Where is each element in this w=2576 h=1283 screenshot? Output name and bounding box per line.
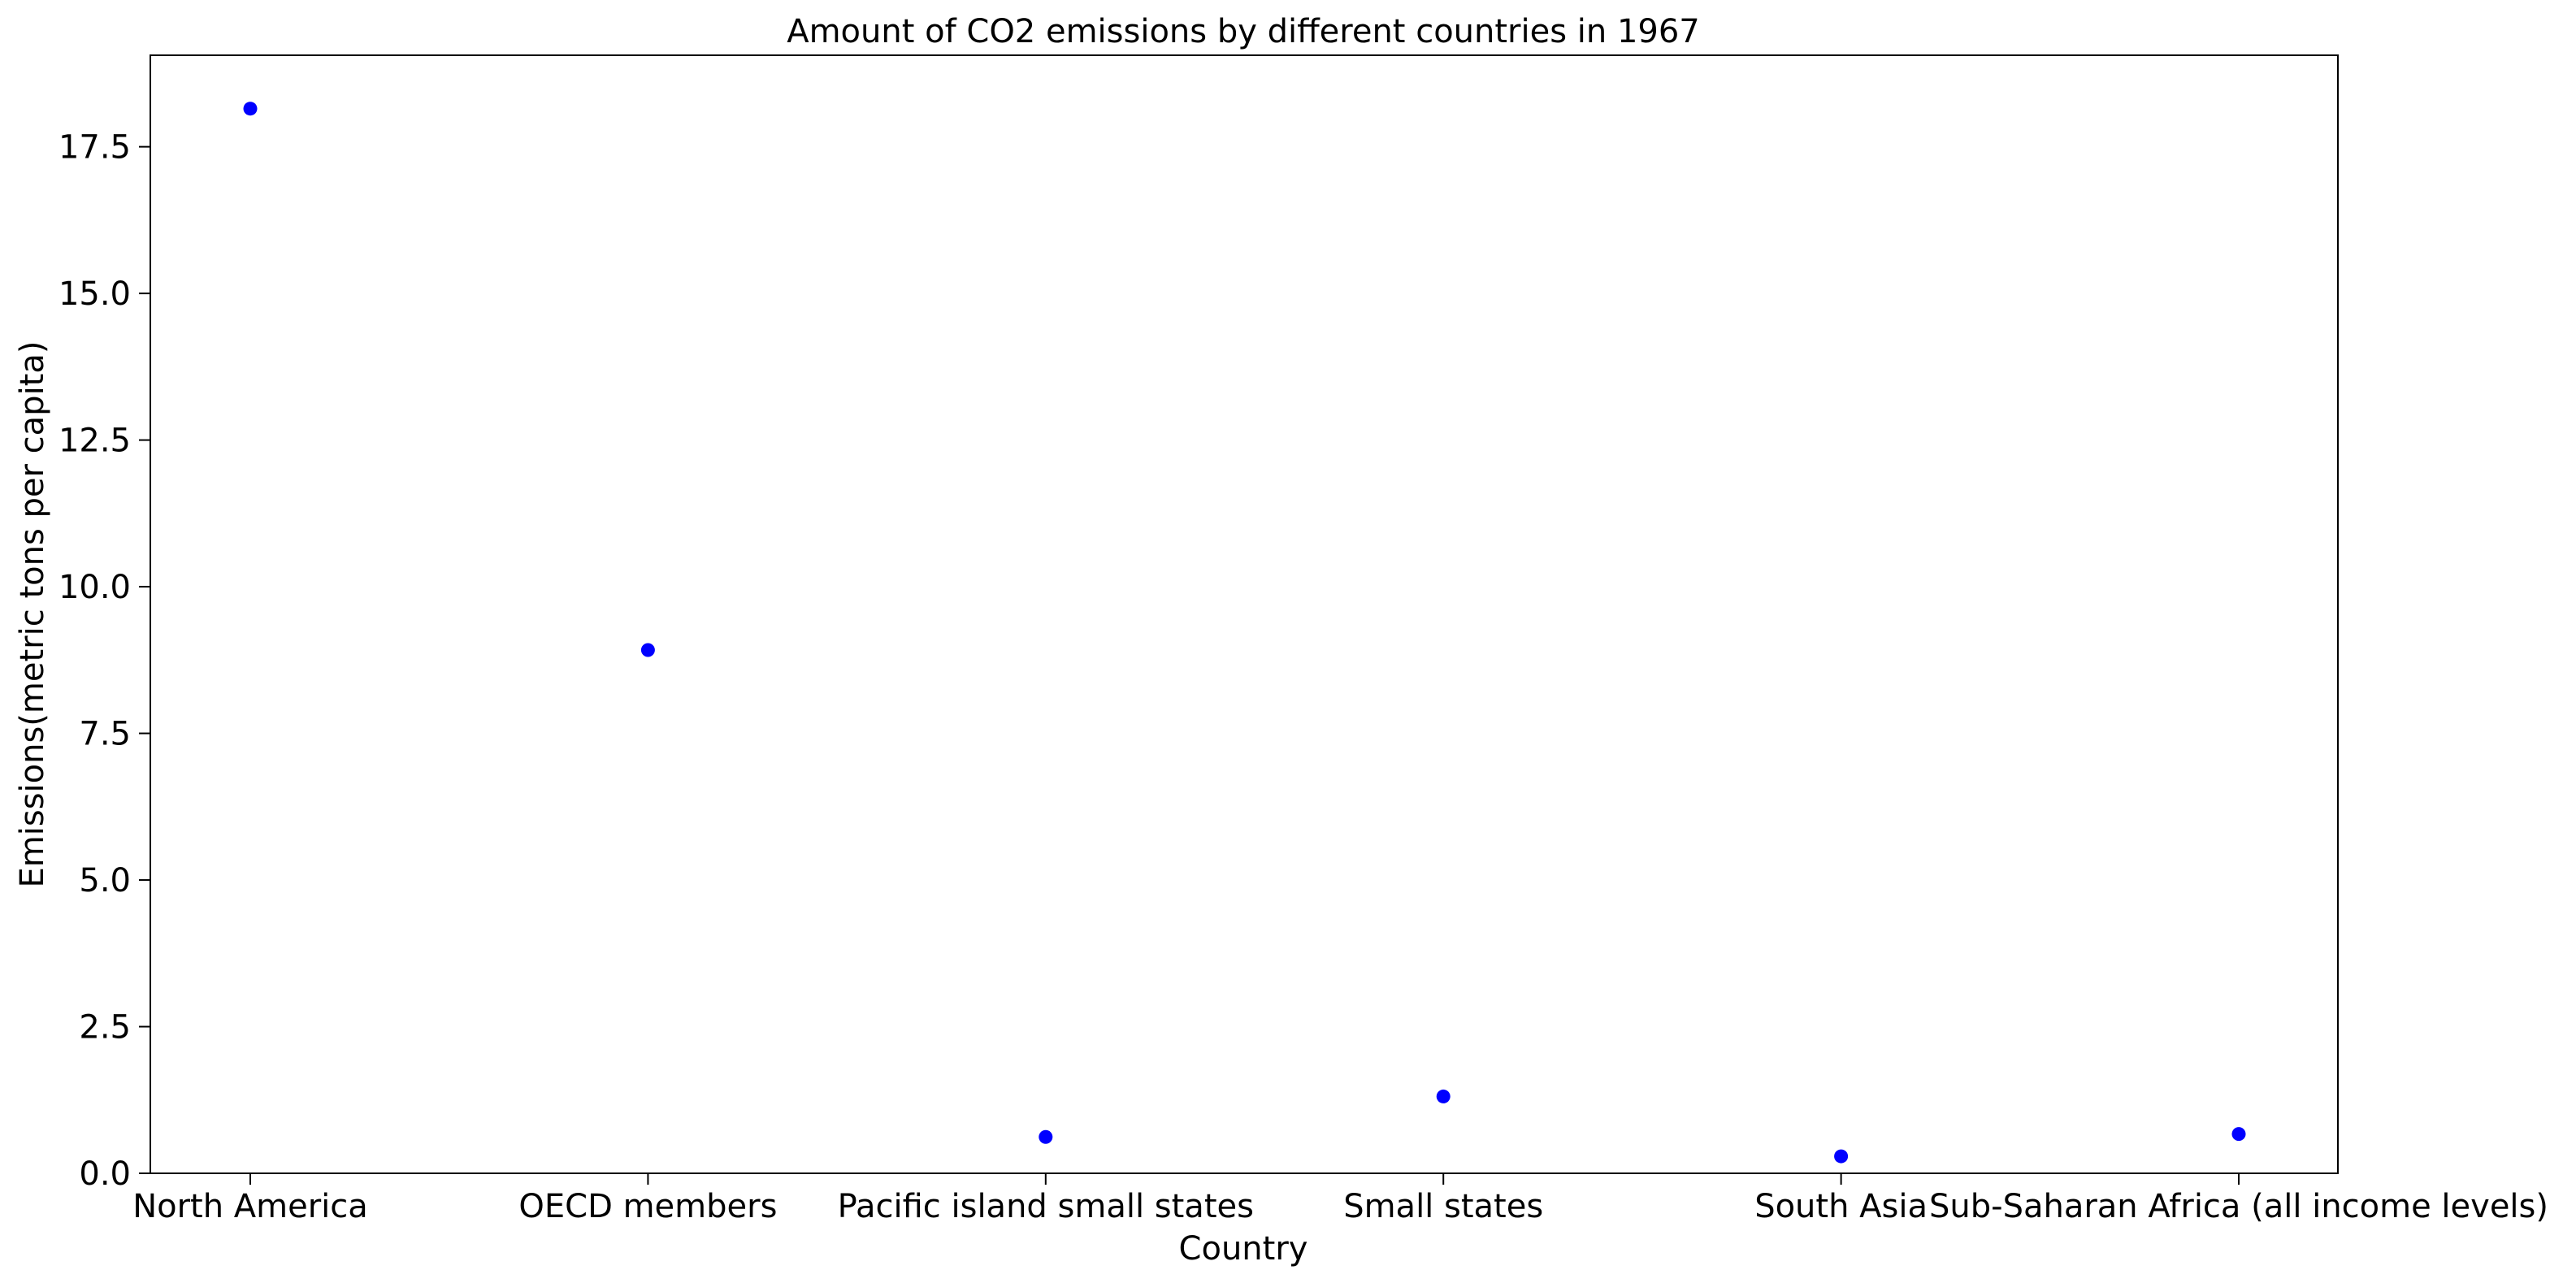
y-tick-label: 12.5 xyxy=(59,423,131,460)
x-tick-label: Small states xyxy=(1343,1188,1543,1225)
y-tick-label: 5.0 xyxy=(79,862,131,899)
x-tick-label: Sub-Saharan Africa (all income levels) xyxy=(1929,1188,2548,1225)
x-tick-label: Pacific island small states xyxy=(838,1188,1254,1225)
y-axis: 0.0 2.5 5.0 7.5 10.0 12.5 15.0 17.5 xyxy=(59,129,150,1193)
data-point xyxy=(2231,1127,2246,1142)
data-point xyxy=(1436,1089,1451,1103)
data-point xyxy=(243,102,258,116)
data-points xyxy=(243,102,2246,1164)
data-point xyxy=(1039,1129,1053,1144)
data-point xyxy=(1834,1149,1849,1164)
plot-area xyxy=(150,54,2339,1174)
y-axis-label: Emissions(metric tons per capita) xyxy=(14,341,51,888)
y-tick-label: 10.0 xyxy=(59,569,131,606)
y-tick-label: 7.5 xyxy=(79,716,131,753)
y-tick-label: 0.0 xyxy=(79,1155,131,1193)
chart-title: Amount of CO2 emissions by different cou… xyxy=(787,13,1700,50)
y-tick-label: 15.0 xyxy=(59,275,131,313)
x-tick-label: South Asia xyxy=(1754,1188,1928,1225)
x-axis-label: Country xyxy=(1179,1230,1308,1268)
x-tick-label: North America xyxy=(132,1188,368,1225)
y-tick-label: 2.5 xyxy=(79,1009,131,1047)
x-tick-label: OECD members xyxy=(518,1188,777,1225)
data-point xyxy=(640,643,655,657)
x-axis: North America OECD members Pacific island … xyxy=(132,1173,2548,1225)
y-tick-label: 17.5 xyxy=(59,129,131,167)
